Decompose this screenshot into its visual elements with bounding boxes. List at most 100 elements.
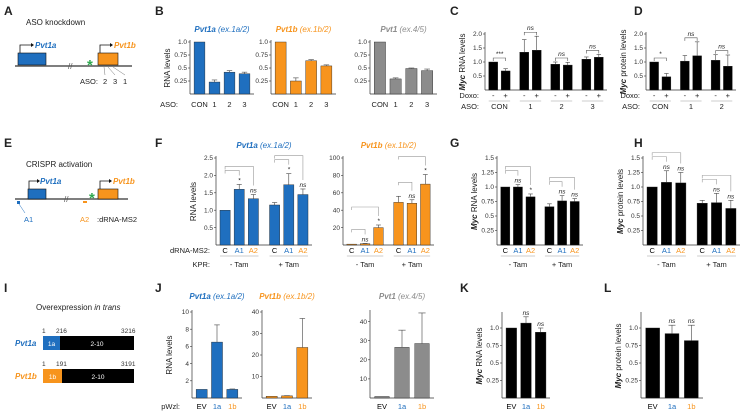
x-tick-label: - [653, 91, 656, 100]
significance-label: ns [537, 321, 545, 328]
y-tick-label: 1.0 [485, 184, 494, 191]
x-tick-label: + [566, 91, 571, 100]
arrowhead-icon [110, 43, 113, 47]
aso-label: ASO: [80, 77, 98, 86]
y-label-gene: Myc [616, 218, 625, 234]
bar [394, 347, 410, 399]
y-tick-label: 0.5 [358, 65, 367, 72]
y-label-gene: Myc [619, 78, 628, 94]
a2-guide-mark [83, 201, 87, 203]
x-tick-label: A2 [676, 246, 685, 255]
bar [297, 194, 309, 246]
bar [563, 64, 573, 91]
bar [535, 332, 547, 399]
x-tick-label: 2 [227, 100, 231, 109]
x-tick-label: + [503, 91, 508, 100]
exons-2-10-box [62, 369, 134, 383]
title-gene: Pvt1 [380, 25, 397, 34]
significance-label: ns [514, 178, 522, 185]
y-tick-label: 0.25 [481, 228, 494, 235]
y-label-text: protein levels [616, 169, 625, 218]
title-gene: Pvt1b [276, 25, 298, 34]
bar [569, 201, 580, 246]
x-tick-label: A2 [374, 246, 383, 255]
group-label: + Tam [706, 260, 727, 269]
comparison-bracket [701, 179, 717, 185]
significance-bracket [586, 50, 600, 54]
bar [421, 70, 433, 95]
comparison-bracket [701, 175, 732, 192]
chart-title: Pvt1 (ex.4/5) [380, 25, 427, 34]
panel-letter-a: A [4, 4, 13, 18]
sub-row-label: dRNA-MS2: [170, 246, 210, 255]
title-exon: (ex.1b/2) [281, 292, 315, 301]
x-tick-label: 1b [418, 402, 426, 411]
chart-j1: 2 4 6 8 10 RNA levels Pvt1a (ex.1a/2) EV 1a 1b pWz… [161, 292, 245, 411]
x-tick-label: - [523, 91, 526, 100]
group-label: 1 [528, 102, 532, 111]
bar [680, 60, 690, 91]
comparison-bracket [351, 229, 366, 235]
bar [519, 52, 529, 91]
a1-guide-mark [17, 201, 20, 204]
y-label-gene: Myc [475, 368, 484, 384]
x-tick-label: EV [506, 402, 516, 411]
comparison-bracket [651, 152, 682, 164]
group-label: - Tam [356, 260, 375, 269]
x-tick-label: 1 [394, 100, 398, 109]
bar [692, 55, 702, 91]
y-tick-label: 20 [360, 357, 368, 364]
position-junction: 216 [56, 328, 67, 335]
title-exon: (ex.4/5) [396, 292, 426, 301]
bar [696, 203, 708, 246]
chart-title: Pvt1a (ex.1a/2) [189, 292, 244, 301]
x-tick-label: A2 [570, 246, 579, 255]
comparison-bracket [398, 156, 426, 166]
y-tick-label: 30 [252, 331, 260, 338]
panel-letter-h: H [634, 136, 643, 150]
a2-label: A2 [80, 215, 89, 224]
x-tick-label: 3 [324, 100, 328, 109]
y-tick-label: 0.25 [625, 378, 638, 385]
x-tick-label: 1a [398, 402, 407, 411]
significance-label: * [377, 218, 380, 225]
bar [208, 81, 221, 95]
aso-number: 1 [123, 77, 127, 86]
star-icon: * [87, 57, 93, 74]
y-tick-label: 1.25 [627, 170, 640, 177]
y-tick-label: 0.75 [354, 52, 367, 59]
bar [393, 202, 404, 246]
y-tick-label: 1.0 [259, 39, 268, 46]
bar [557, 200, 567, 246]
y-tick-label: 80 [333, 173, 341, 180]
position-end: 3191 [121, 361, 136, 368]
gene-label-pvt1b: Pvt1b [113, 177, 135, 186]
chart-l: 0.25 0.5 0.75 1.0 Myc protein levels ns ns EV 1a… [614, 312, 703, 411]
significance-label: ns [527, 25, 535, 32]
y-label-gene: Myc [470, 214, 479, 230]
bar [725, 208, 737, 246]
exons-label: 2-10 [91, 374, 104, 381]
comparison-bracket [274, 159, 290, 165]
title-exon: (ex.1a/2) [211, 292, 245, 301]
y-tick-label: 4 [185, 361, 189, 368]
significance-label: ns [523, 310, 531, 317]
position-junction: 191 [56, 361, 67, 368]
overexpression-diagram: Overexpression in trans 1 216 3216 Pvt1a… [15, 303, 136, 383]
x-tick-label: - [492, 91, 495, 100]
y-tick-label: 2 [185, 378, 189, 385]
chart-j3: 10 20 30 40 Pvt1 (ex.4/5) EV 1a 1b [360, 292, 434, 411]
y-tick-label: 1.0 [631, 184, 640, 191]
group-label: - Tam [509, 260, 528, 269]
aso-number: 2 [103, 77, 107, 86]
panel-letter-l: L [604, 281, 611, 295]
x-tick-label: - [684, 91, 687, 100]
chart-title: Pvt1b (ex.1b/2) [276, 25, 332, 34]
bar [500, 186, 511, 246]
x-tick-label: EV [267, 402, 277, 411]
y-tick-label: 0.5 [631, 213, 640, 220]
a1-guide-line [18, 203, 26, 214]
x-tick-label: A2 [526, 246, 535, 255]
title-gene: Pvt1a [236, 141, 258, 150]
